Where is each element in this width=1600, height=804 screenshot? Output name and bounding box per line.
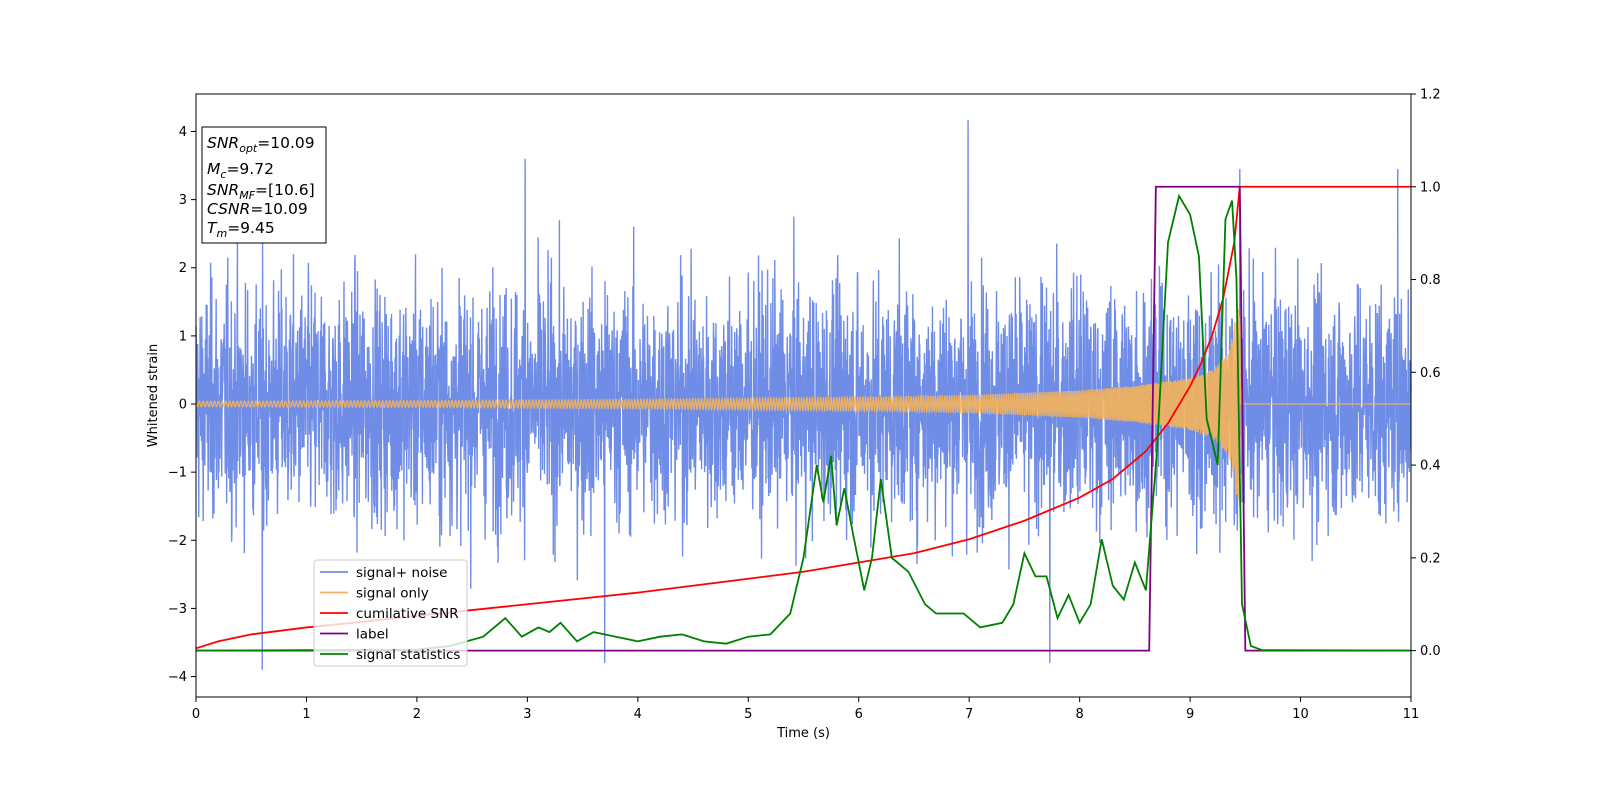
y-tick-label: 1: [179, 329, 187, 344]
y-tick-label: −2: [168, 534, 187, 549]
legend-frame: [313, 559, 468, 667]
x-tick-label: 6: [855, 707, 863, 722]
annotation-line: Tm=9.45: [207, 219, 275, 240]
x-tick-label: 0: [192, 707, 200, 722]
x-tick-label: 11: [1403, 707, 1420, 722]
y-tick-label: 0: [179, 398, 187, 413]
signal-statistics-line: [195, 193, 1412, 652]
x-tick-label: 2: [413, 707, 421, 722]
y2-tick-label: 1.0: [1420, 180, 1441, 195]
y-tick-label: 3: [179, 193, 187, 208]
annotation-line: CSNR=10.09: [207, 200, 308, 218]
y-tick-label: −4: [168, 670, 187, 685]
x-tick-label: 1: [302, 707, 310, 722]
signal-only-line: [195, 308, 1411, 507]
x-tick-label: 3: [523, 707, 531, 722]
annotation-line: SNRMF=[10.6]: [207, 181, 315, 202]
y-tick-label: 4: [179, 125, 187, 140]
annotation-frame: [201, 126, 327, 244]
legend-label: label: [356, 627, 389, 643]
annotation-line: Mc=9.72: [207, 160, 274, 181]
y-axis-label: Whitened strain: [146, 344, 161, 447]
annotation-box: SNRopt=10.09 Mc=9.72SNRMF=[10.6]CSNR=10.0…: [201, 126, 327, 244]
annotation-line: SNRopt=10.09: [207, 134, 315, 155]
plot-frame: [195, 93, 1412, 698]
legend-label: cumilative SNR: [356, 606, 459, 622]
y2-tick-label: 0.4: [1420, 459, 1441, 474]
ticks-group: 0 1 2 3 4 5 6 7 8 9 10 11 −4 −3 −2 −1 0 1 2 3 4 0.0 0.2 0.4 0.6 0…: [168, 88, 1441, 723]
x-tick-label: 8: [1075, 707, 1083, 722]
x-tick-label: 4: [634, 707, 642, 722]
legend-label: signal statistics: [356, 647, 460, 663]
legend: signal+ noise signal only cumilative SNR la…: [313, 559, 468, 667]
axes-group: [195, 93, 1412, 698]
y-tick-label: −3: [168, 602, 187, 617]
y2-tick-label: 0.6: [1420, 366, 1441, 381]
x-tick-label: 10: [1292, 707, 1309, 722]
x-axis-label: Time (s): [776, 726, 830, 741]
y2-tick-label: 0.0: [1420, 644, 1441, 659]
x-tick-label: 9: [1186, 707, 1194, 722]
y-tick-label: 2: [179, 261, 187, 276]
x-tick-label: 5: [744, 707, 752, 722]
legend-label: signal only: [356, 586, 429, 602]
y2-tick-label: 0.8: [1420, 273, 1441, 288]
x-tick-label: 7: [965, 707, 973, 722]
y2-tick-label: 0.2: [1420, 551, 1441, 566]
legend-label: signal+ noise: [356, 565, 447, 581]
y2-tick-label: 1.2: [1420, 88, 1441, 103]
signal-only-series-group: [195, 308, 1411, 507]
y-tick-label: −1: [168, 466, 187, 481]
